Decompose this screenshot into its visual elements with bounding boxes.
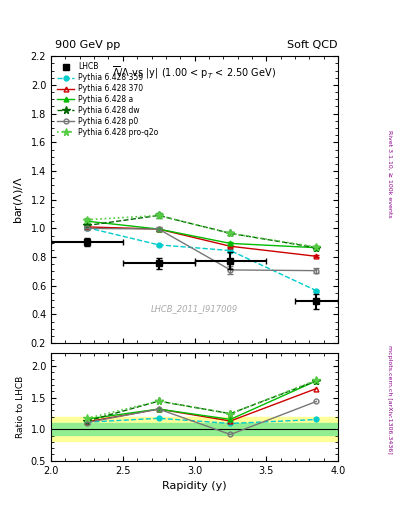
Y-axis label: Ratio to LHCB: Ratio to LHCB bbox=[16, 376, 25, 438]
Bar bbox=[51, 417, 338, 441]
Text: mcplots.cern.ch [arXiv:1306.3436]: mcplots.cern.ch [arXiv:1306.3436] bbox=[387, 345, 392, 454]
Text: $\overline{\Lambda}/\Lambda$ vs |y| (1.00 < p$_{T}$ < 2.50 GeV): $\overline{\Lambda}/\Lambda$ vs |y| (1.0… bbox=[112, 65, 277, 81]
X-axis label: Rapidity (y): Rapidity (y) bbox=[162, 481, 227, 491]
Text: 900 GeV pp: 900 GeV pp bbox=[55, 40, 120, 50]
Bar bbox=[51, 423, 338, 435]
Text: LHCB_2011_I917009: LHCB_2011_I917009 bbox=[151, 304, 238, 313]
Legend: LHCB, Pythia 6.428 359, Pythia 6.428 370, Pythia 6.428 a, Pythia 6.428 dw, Pythi: LHCB, Pythia 6.428 359, Pythia 6.428 370… bbox=[55, 60, 160, 139]
Text: Soft QCD: Soft QCD bbox=[288, 40, 338, 50]
Text: Rivet 3.1.10, ≥ 100k events: Rivet 3.1.10, ≥ 100k events bbox=[387, 130, 392, 218]
Y-axis label: bar($\Lambda$)/$\Lambda$: bar($\Lambda$)/$\Lambda$ bbox=[12, 176, 25, 224]
